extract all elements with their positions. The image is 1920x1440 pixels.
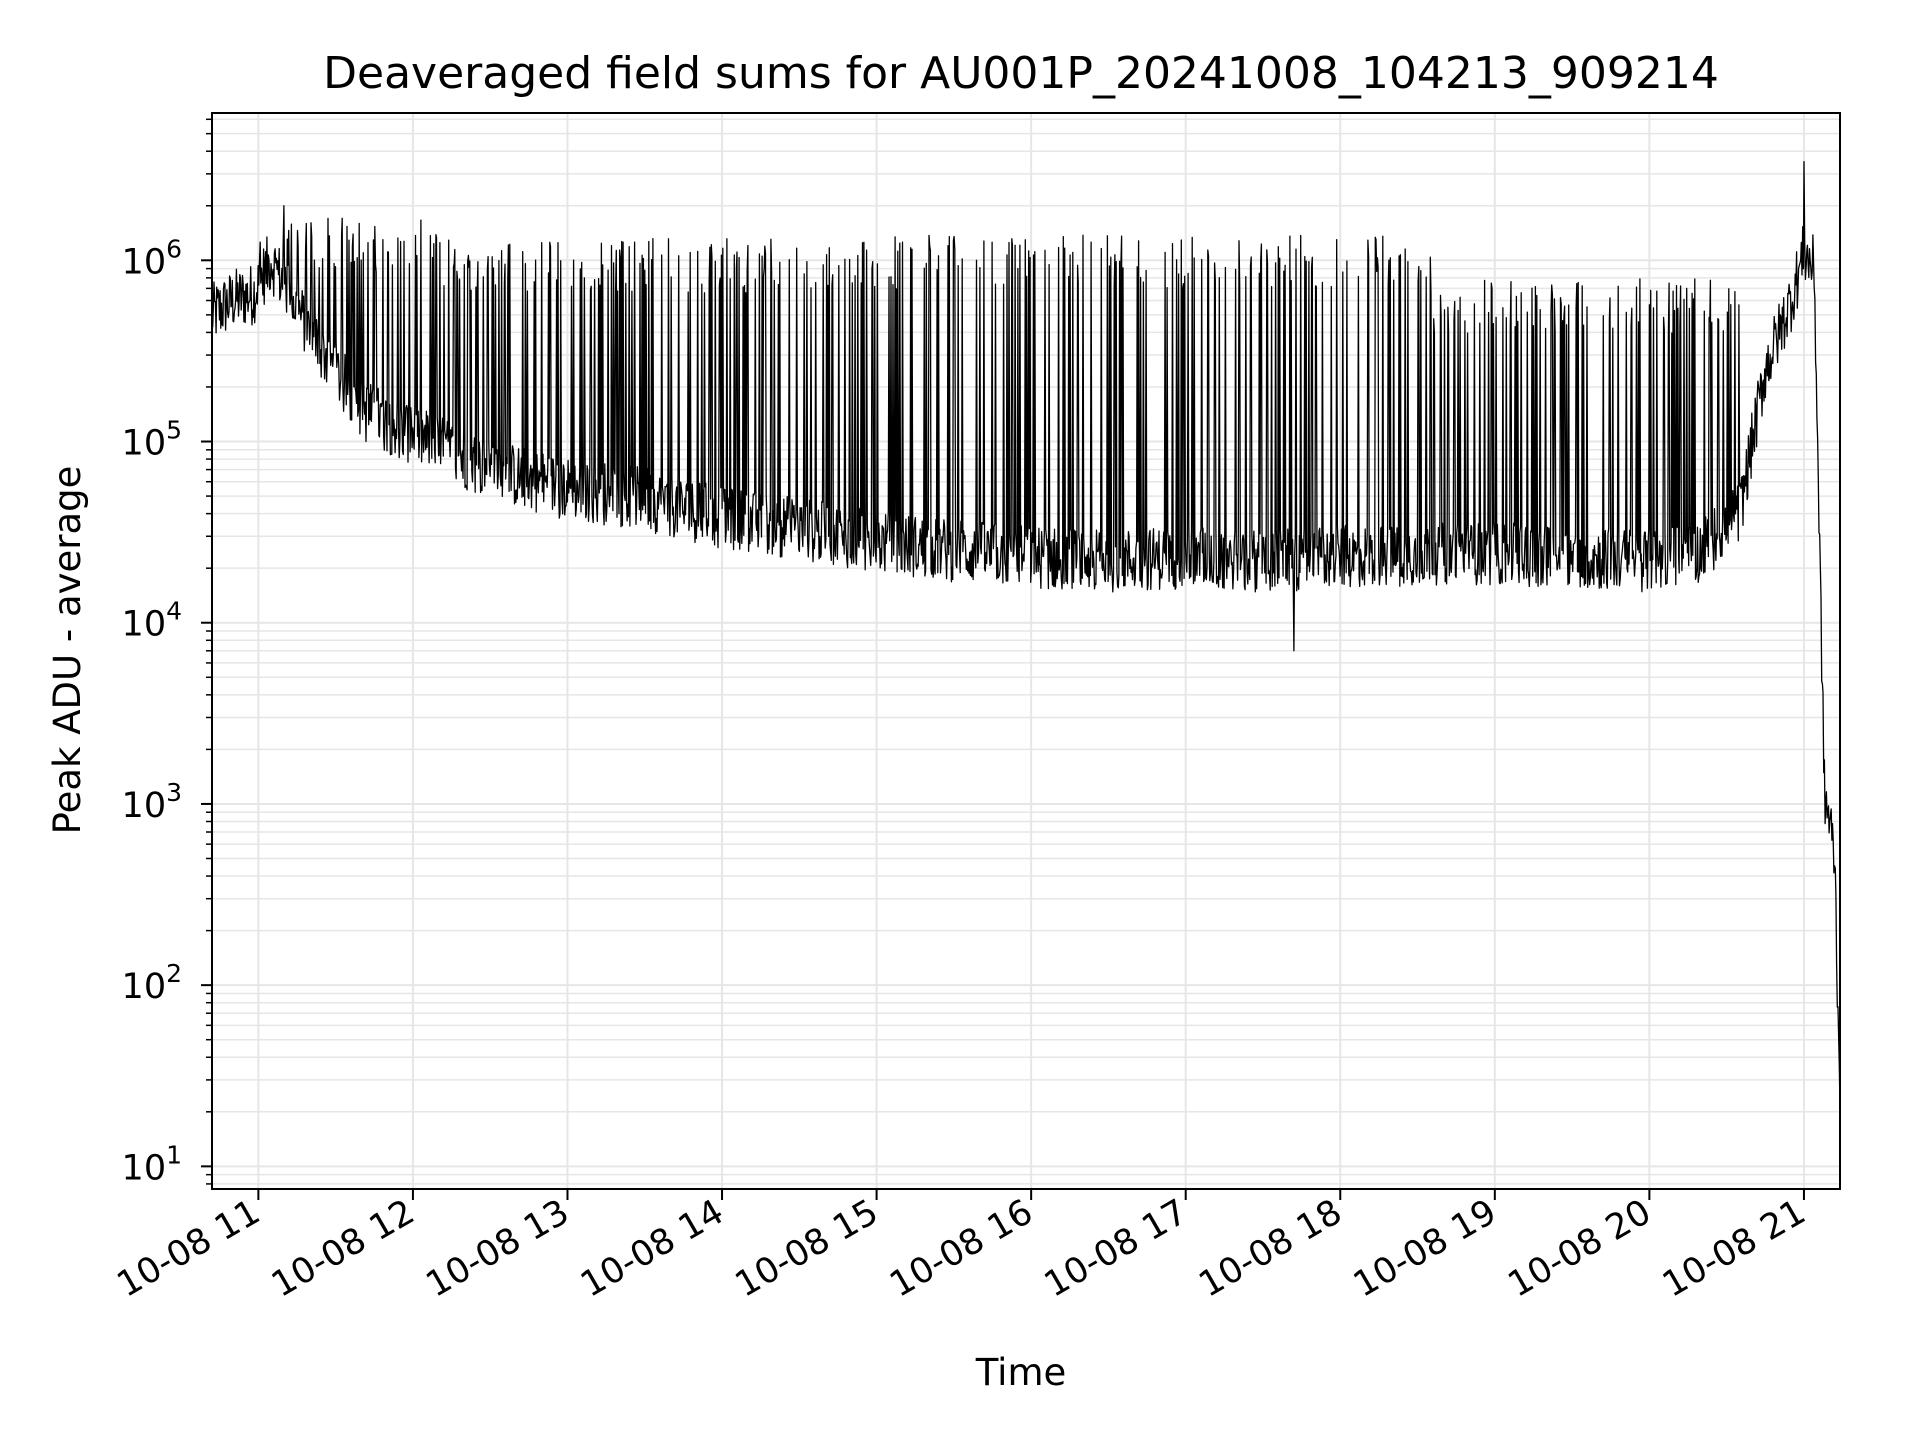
y-tick-base: 10 [122,786,167,826]
y-tick-base: 10 [122,605,167,645]
y-axis-label: Peak ADU - average [46,466,89,835]
y-tick-exponent: 1 [166,1140,182,1169]
y-tick-label: 104 [122,597,182,645]
y-tick-exponent: 2 [166,959,182,988]
y-tick-exponent: 3 [166,778,182,807]
series-line [211,161,1841,1110]
y-tick-base: 10 [122,1148,167,1188]
x-axis-label: Time [975,1351,1067,1394]
y-tick-exponent: 4 [166,597,182,626]
y-tick-exponent: 5 [166,416,182,445]
chart-title: Deaveraged field sums for AU001P_2024100… [323,48,1719,99]
y-tick-exponent: 6 [166,234,182,263]
y-tick-base: 10 [122,967,167,1007]
y-tick-label: 102 [122,959,182,1007]
y-tick-label: 106 [122,234,182,282]
y-tick-label: 101 [122,1140,182,1188]
y-tick-label: 103 [122,778,182,826]
series-layer [211,161,1841,1110]
y-tick-label: 105 [122,416,182,464]
y-tick-base: 10 [122,242,167,282]
y-tick-base: 10 [122,424,167,464]
